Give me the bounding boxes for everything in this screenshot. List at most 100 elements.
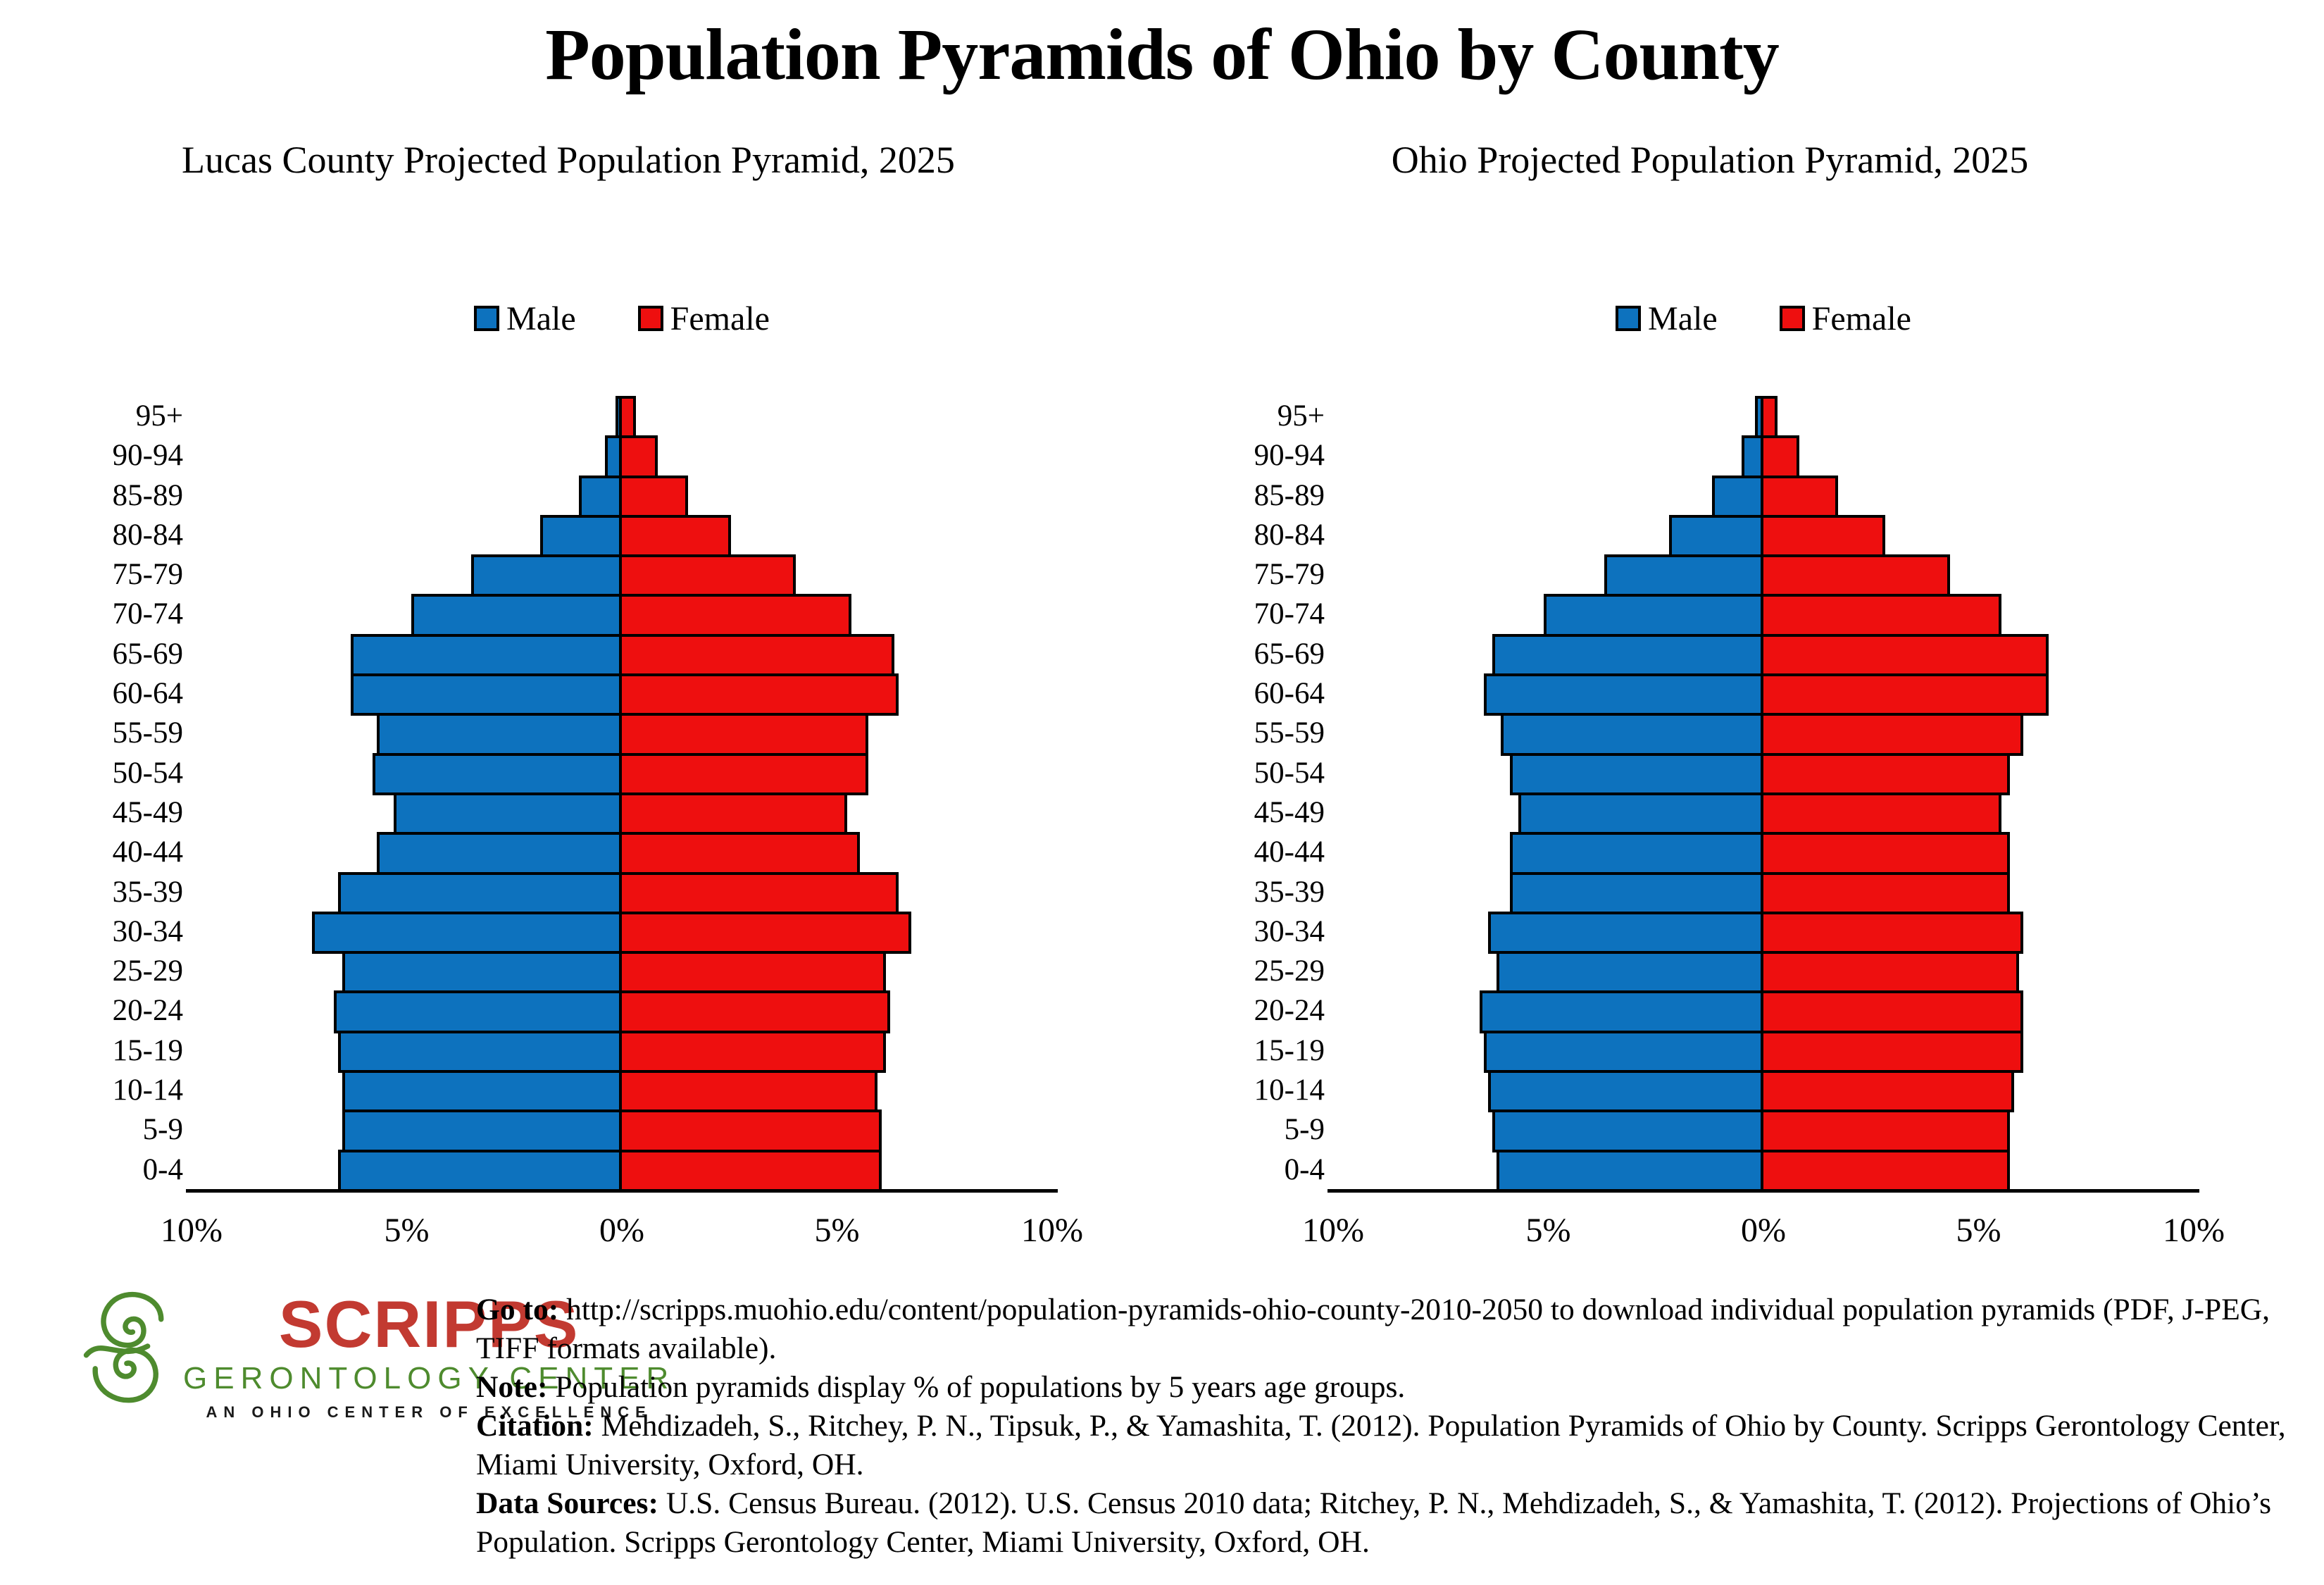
pyramid-row: 5-9 <box>79 1110 1058 1152</box>
male-half <box>192 792 622 835</box>
pyramid-row: 15-19 <box>1220 1030 2199 1074</box>
legend-item-female: Female <box>637 299 770 338</box>
pyramid-row: 70-74 <box>79 594 1058 637</box>
male-half <box>1333 396 1763 439</box>
female-bar <box>619 633 895 677</box>
male-bar <box>337 871 622 914</box>
male-bar <box>1497 1149 1763 1192</box>
male-bar <box>1509 832 1763 875</box>
male-half <box>1333 1149 1763 1192</box>
female-half <box>619 911 1052 955</box>
female-bar <box>619 554 796 597</box>
female-bar <box>1761 514 1886 558</box>
age-label: 65-69 <box>112 637 183 671</box>
female-bar <box>1761 673 2049 716</box>
age-label: 45-49 <box>1254 795 1325 829</box>
female-bar <box>1761 951 2019 994</box>
age-label: 90-94 <box>112 439 183 473</box>
male-bar <box>1604 554 1763 597</box>
male-half <box>1333 475 1763 518</box>
female-bar <box>1761 832 2011 875</box>
female-half <box>1761 752 2194 795</box>
legend-item-male: Male <box>1616 299 1718 338</box>
pyramid-row: 45-49 <box>1220 792 2199 835</box>
pyramid-row: 25-29 <box>79 951 1058 994</box>
female-bar <box>1761 435 1799 478</box>
pyramid-row: 15-19 <box>79 1030 1058 1074</box>
female-half <box>619 514 1052 558</box>
age-label: 10-14 <box>1254 1074 1325 1107</box>
pyramid-row: 75-79 <box>1220 554 2199 597</box>
age-label: 35-39 <box>112 875 183 909</box>
female-bar <box>1761 713 2023 756</box>
age-label: 70-74 <box>1254 597 1325 631</box>
age-label: 85-89 <box>1254 478 1325 512</box>
male-bar <box>578 475 622 518</box>
x-axis-tick-label: 0% <box>599 1211 644 1249</box>
age-label: 30-34 <box>1254 914 1325 948</box>
male-half <box>192 713 622 756</box>
scripps-logo-line2: GERONTOLOGY CENTER <box>183 1361 675 1396</box>
age-label: 50-54 <box>1254 756 1325 790</box>
male-bar <box>1518 792 1763 835</box>
female-bar <box>619 514 731 558</box>
male-half <box>1333 554 1763 597</box>
male-half <box>1333 713 1763 756</box>
age-label: 75-79 <box>112 558 183 592</box>
age-label: 80-84 <box>1254 518 1325 552</box>
female-half <box>1761 1030 2194 1074</box>
male-half <box>1333 752 1763 795</box>
pyramid-row: 50-54 <box>79 752 1058 795</box>
male-half <box>192 911 622 955</box>
male-half <box>192 475 622 518</box>
female-half <box>1761 633 2194 677</box>
female-bar <box>1761 1110 2011 1152</box>
scripps-logo-name: SCRIPPS <box>278 1287 580 1361</box>
male-bar <box>312 911 622 955</box>
female-half <box>619 871 1052 914</box>
pyramid-row: 20-24 <box>79 990 1058 1033</box>
male-bar <box>1483 1030 1763 1074</box>
age-label: 10-14 <box>112 1074 183 1107</box>
pyramid-row: 0-4 <box>79 1149 1058 1192</box>
chart-subtitle-ohio: Ohio Projected Population Pyramid, 2025 <box>1391 139 2029 181</box>
age-label: 60-64 <box>1254 677 1325 711</box>
age-label: 20-24 <box>1254 994 1325 1028</box>
note-citation-text: Mehdizadeh, S., Ritchey, P. N., Tipsuk, … <box>476 1409 2286 1481</box>
pyramid-row: 60-64 <box>1220 673 2199 716</box>
age-label: 45-49 <box>112 795 183 829</box>
footer-notes: Go to: http://scripps.muohio.edu/content… <box>476 1291 2287 1562</box>
age-label: 25-29 <box>112 955 183 988</box>
male-bar <box>411 594 622 637</box>
female-bar <box>1761 633 2049 677</box>
female-half <box>619 554 1052 597</box>
pyramid-rows: 95+ 90-94 85-89 80-84 75-79 70-74 65-69 60-64 55… <box>1220 396 2199 1192</box>
legend-item-male: Male <box>474 299 576 338</box>
age-label: 5-9 <box>1284 1113 1325 1147</box>
female-half <box>619 633 1052 677</box>
female-bar <box>619 713 869 756</box>
male-bar <box>337 1030 622 1074</box>
female-bar <box>619 792 847 835</box>
female-bar <box>619 594 851 637</box>
female-legend-swatch-icon <box>637 306 663 331</box>
male-bar <box>372 752 622 795</box>
male-half <box>1333 673 1763 716</box>
male-bar <box>351 673 622 716</box>
male-half <box>1333 1070 1763 1113</box>
page-title: Population Pyramids of Ohio by County <box>545 14 1780 95</box>
female-bar <box>619 911 912 955</box>
male-bar <box>1501 713 1763 756</box>
female-half <box>1761 951 2194 994</box>
female-bar <box>619 1110 882 1152</box>
male-half <box>192 871 622 914</box>
female-half <box>619 475 1052 518</box>
male-half <box>1333 594 1763 637</box>
pyramid-row: 60-64 <box>79 673 1058 716</box>
pyramid-row: 55-59 <box>1220 713 2199 756</box>
male-half <box>1333 435 1763 478</box>
pyramid-row: 65-69 <box>1220 633 2199 677</box>
legend-item-female: Female <box>1779 299 1911 338</box>
female-half <box>619 951 1052 994</box>
